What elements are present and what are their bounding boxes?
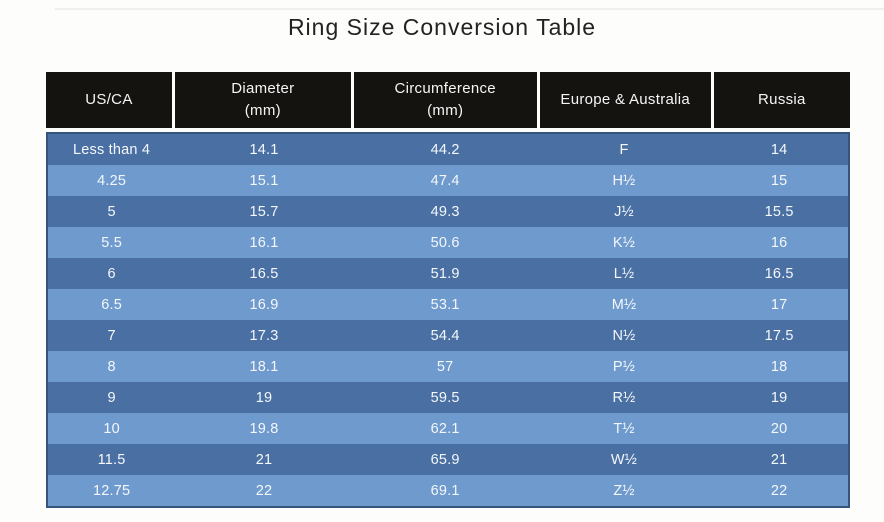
table-cell: 5.5 (101, 234, 122, 251)
table-cell: 50.6 (430, 234, 460, 251)
table-cell: 16.1 (249, 234, 279, 251)
table-cell: 57 (436, 358, 454, 375)
table-cell: 21 (770, 451, 788, 468)
table-cell: 15.7 (249, 203, 279, 220)
table-row: Less than 4 14.1 44.2 F 14 (48, 134, 848, 165)
table-cell: 18.1 (249, 358, 279, 375)
column-header: Circumference (mm) (353, 72, 537, 128)
table-row: 5.5 16.1 50.6 K½ 16 (48, 227, 848, 258)
table-body: Less than 4 14.1 44.2 F 14 4.25 15.1 47.4 H½ 15 5 1… (46, 132, 850, 508)
column-header: Russia (713, 72, 850, 128)
table-cell: 7 (107, 327, 116, 344)
table-cell: 44.2 (430, 141, 460, 158)
table-cell: 22 (770, 482, 788, 499)
table-cell: 14.1 (249, 141, 279, 158)
table-cell: 49.3 (430, 203, 460, 220)
table-row: 8 18.1 57 P½ 18 (48, 351, 848, 382)
table-cell: 12.75 (92, 482, 131, 499)
column-header-label: Europe & Australia (560, 90, 691, 108)
table-cell: F (619, 141, 629, 158)
table-cell: 18 (770, 358, 788, 375)
table-cell: 17.3 (249, 327, 279, 344)
table-cell: 4.25 (97, 172, 127, 189)
table-cell: 6.5 (101, 296, 122, 313)
table-cell: 47.4 (430, 172, 460, 189)
table-row: 12.75 22 69.1 Z½ 22 (48, 475, 848, 506)
table-cell: N½ (612, 327, 636, 344)
table-row: 7 17.3 54.4 N½ 17.5 (48, 320, 848, 351)
table-cell: 6 (107, 265, 116, 282)
column-header-label: US/CA (85, 90, 133, 108)
table-row: 4.25 15.1 47.4 H½ 15 (48, 165, 848, 196)
table-row: 6.5 16.9 53.1 M½ 17 (48, 289, 848, 320)
column-header-unit: (mm) (244, 102, 281, 119)
table-cell: 59.5 (430, 389, 460, 406)
table-row: 5 15.7 49.3 J½ 15.5 (48, 196, 848, 227)
table-cell: H½ (612, 172, 636, 189)
column-header: US/CA (46, 72, 172, 128)
table-cell: 5 (107, 203, 116, 220)
table-cell: 20 (770, 420, 788, 437)
table-header-row: US/CA Diameter (mm) Circumference (mm) Europe… (46, 72, 850, 128)
table-cell: 51.9 (430, 265, 460, 282)
table-cell: 15 (770, 172, 788, 189)
table-cell: 21 (255, 451, 273, 468)
table-cell: 15.5 (764, 203, 794, 220)
column-header-label: Circumference (394, 79, 496, 97)
table-cell: 10 (103, 420, 120, 437)
table-cell: T½ (613, 420, 635, 437)
table-row: 10 19.8 62.1 T½ 20 (48, 413, 848, 444)
table-cell: 19.8 (249, 420, 279, 437)
table-cell: J½ (614, 203, 634, 220)
table-cell: L½ (613, 265, 635, 282)
table-cell: 53.1 (430, 296, 460, 313)
table-cell: 8 (107, 358, 116, 375)
table-cell: 22 (255, 482, 273, 499)
table-cell: 16.5 (249, 265, 279, 282)
page-title: Ring Size Conversion Table (287, 14, 597, 40)
table-cell: 9 (107, 389, 116, 406)
page-top-rule (55, 8, 884, 10)
table-cell: P½ (612, 358, 636, 375)
table-row: 6 16.5 51.9 L½ 16.5 (48, 258, 848, 289)
table-cell: 16.9 (249, 296, 279, 313)
table-cell: 62.1 (430, 420, 460, 437)
table-cell: W½ (610, 451, 638, 468)
table-cell: 11.5 (97, 451, 126, 468)
table-cell: 16.5 (764, 265, 794, 282)
table-cell: 15.1 (249, 172, 279, 189)
table-cell: 54.4 (430, 327, 460, 344)
table-cell: M½ (611, 296, 637, 313)
table-row: 9 19 59.5 R½ 19 (48, 382, 848, 413)
table-cell: 16 (770, 234, 788, 251)
table-cell: 19 (770, 389, 788, 406)
table-cell: K½ (612, 234, 636, 251)
table-row: 11.5 21 65.9 W½ 21 (48, 444, 848, 475)
table-cell: Z½ (613, 482, 635, 499)
table-cell: 19 (255, 389, 273, 406)
column-header-label: Russia (758, 90, 806, 108)
table-cell: Less than 4 (73, 141, 151, 158)
column-header: Europe & Australia (539, 72, 711, 128)
table-cell: 69.1 (430, 482, 460, 499)
column-header: Diameter (mm) (174, 72, 351, 128)
column-header-unit: (mm) (427, 102, 464, 119)
table-cell: R½ (612, 389, 636, 406)
table-cell: 65.9 (430, 451, 460, 468)
table-cell: 14 (770, 141, 788, 158)
table-cell: 17.5 (764, 327, 794, 344)
column-header-label: Diameter (231, 79, 295, 97)
ring-size-conversion-table: US/CA Diameter (mm) Circumference (mm) Europe… (46, 72, 850, 508)
table-cell: 17 (770, 296, 788, 313)
